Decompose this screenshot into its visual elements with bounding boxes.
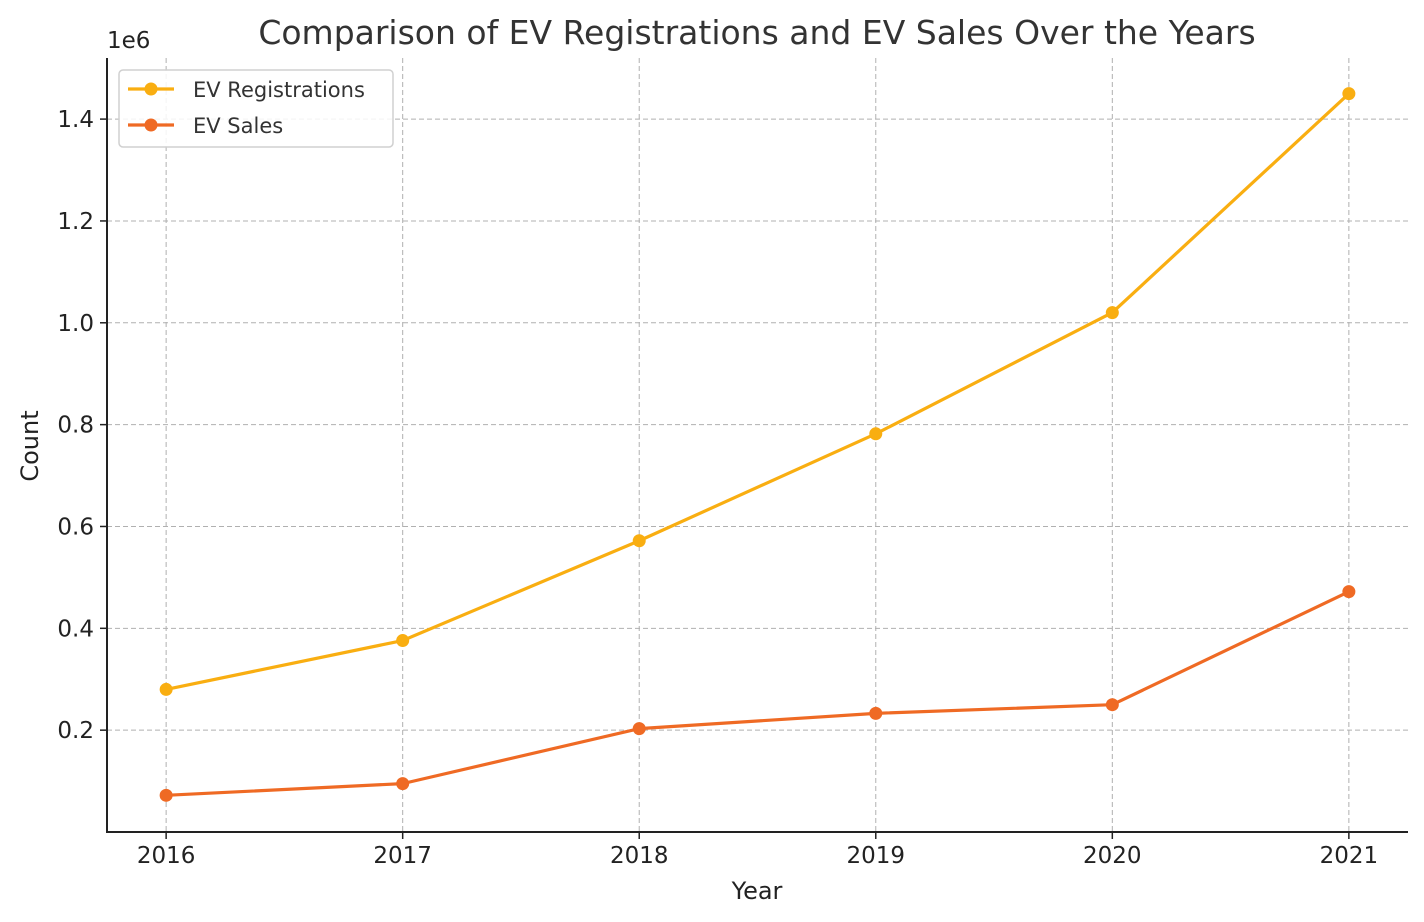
series-ev-registrations (159, 87, 1356, 696)
y-tick-label: 0.4 (57, 616, 94, 642)
y-tick-label: 1.2 (57, 209, 94, 235)
data-point (396, 777, 410, 791)
legend-item: EV Sales (128, 114, 283, 138)
legend-box (118, 69, 394, 148)
y-axis-label: Count (16, 410, 44, 481)
y-tick-label: 1.0 (57, 311, 94, 337)
x-tick-label: 2020 (1083, 843, 1142, 869)
legend-marker (144, 118, 158, 132)
data-point (396, 634, 410, 648)
data-point (1342, 585, 1356, 599)
legend: EV Registrations EV Sales (118, 69, 394, 148)
x-tick-label: 2017 (373, 843, 432, 869)
data-point (159, 682, 173, 696)
x-tick-label: 2018 (610, 843, 669, 869)
data-point (869, 706, 883, 720)
tick-labels: 2016 2017 2018 2019 2020 2021 0.2 0.4 0.6 0.8 1.0 1… (57, 107, 1378, 869)
data-point (632, 534, 646, 548)
series-ev-sales (159, 585, 1356, 802)
y-tick-label: 0.6 (57, 514, 94, 540)
legend-label: EV Registrations (193, 78, 365, 102)
data-point (1105, 306, 1119, 320)
series-line (166, 590, 1350, 797)
y-tick-label: 0.2 (57, 718, 94, 744)
axes (100, 58, 1408, 839)
grid-lines (107, 58, 1408, 832)
x-tick-label: 2019 (846, 843, 905, 869)
x-tick-label: 2016 (137, 843, 196, 869)
y-tick-label: 1.4 (57, 107, 94, 133)
data-point (632, 722, 646, 736)
legend-marker (144, 82, 158, 96)
data-point (159, 788, 173, 802)
y-axis-offset-label: 1e6 (107, 28, 150, 54)
legend-label: EV Sales (193, 114, 283, 138)
legend-item: EV Registrations (128, 78, 365, 102)
data-point (1342, 87, 1356, 101)
series-line (165, 92, 1350, 691)
data-series (159, 87, 1356, 802)
data-point (869, 427, 883, 441)
y-tick-label: 0.8 (57, 413, 94, 439)
data-point (1105, 698, 1119, 712)
x-tick-label: 2021 (1320, 843, 1379, 869)
x-axis-label: Year (731, 877, 783, 905)
chart-title: Comparison of EV Registrations and EV Sa… (258, 13, 1255, 52)
